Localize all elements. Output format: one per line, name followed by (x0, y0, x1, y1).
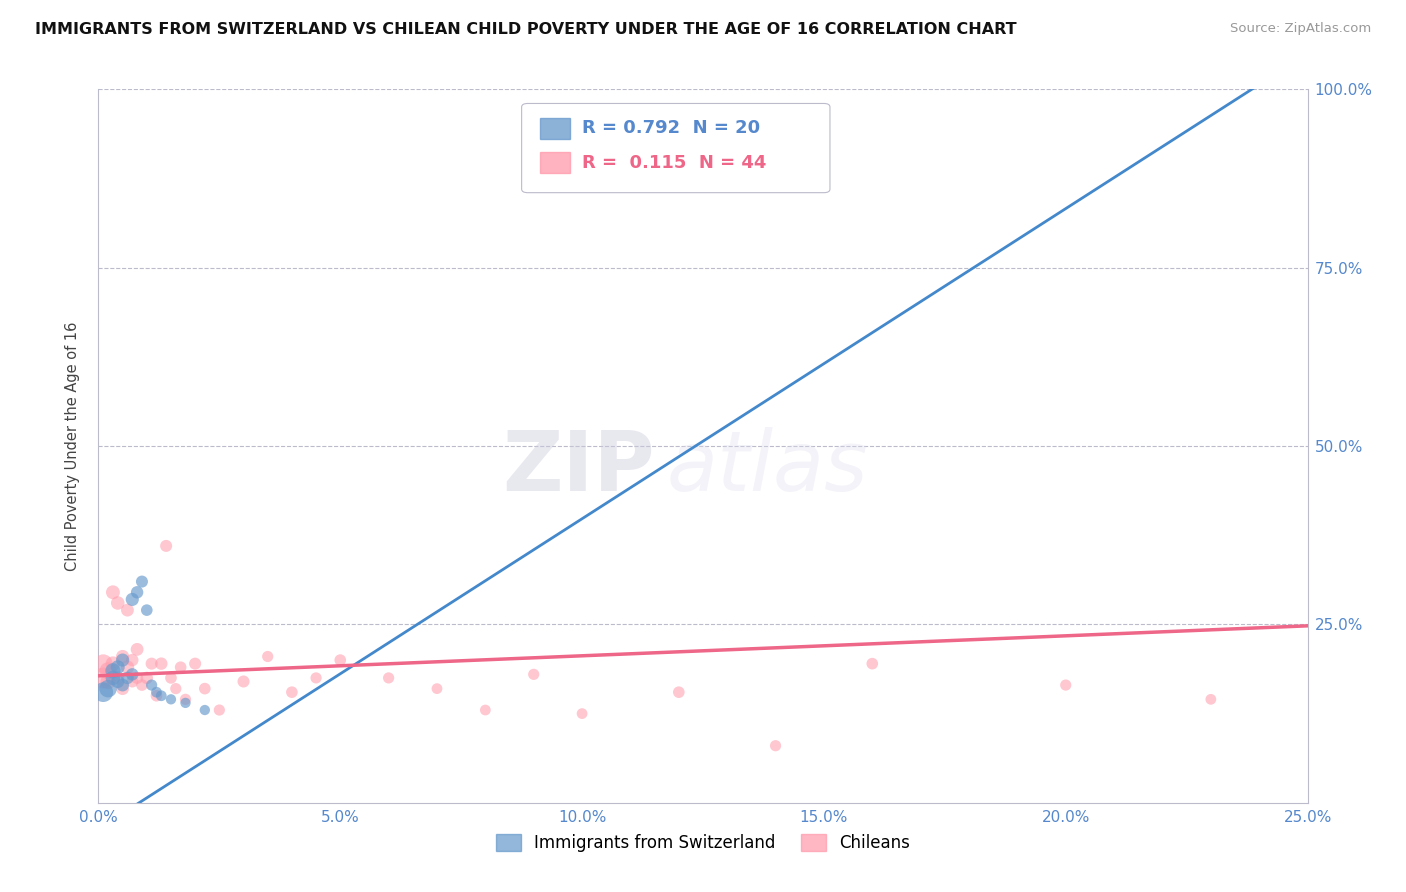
Text: IMMIGRANTS FROM SWITZERLAND VS CHILEAN CHILD POVERTY UNDER THE AGE OF 16 CORRELA: IMMIGRANTS FROM SWITZERLAND VS CHILEAN C… (35, 22, 1017, 37)
Point (117, 603, 139, 617)
Point (668, 685, 690, 699)
Point (169, 660, 191, 674)
Point (121, 653, 143, 667)
FancyBboxPatch shape (522, 103, 830, 193)
Point (141, 678, 163, 692)
Point (174, 692, 197, 706)
Point (121, 674, 143, 689)
Point (101, 671, 124, 685)
Bar (540, 118, 569, 139)
Point (91, 685, 114, 699)
Point (117, 671, 139, 685)
Point (377, 671, 399, 685)
Text: ZIP: ZIP (502, 427, 655, 508)
Point (165, 681, 187, 696)
Bar (540, 152, 569, 173)
Y-axis label: Child Poverty Under the Age of 16: Child Poverty Under the Age of 16 (65, 321, 80, 571)
Point (150, 689, 173, 703)
Text: Source: ZipAtlas.com: Source: ZipAtlas.com (1230, 22, 1371, 36)
Point (474, 703, 496, 717)
Point (121, 667, 143, 681)
Point (91, 671, 114, 685)
Text: R =  0.115  N = 44: R = 0.115 N = 44 (582, 153, 766, 171)
Point (107, 660, 129, 674)
Point (135, 671, 157, 685)
Text: R = 0.792  N = 20: R = 0.792 N = 20 (582, 120, 761, 137)
Point (305, 671, 328, 685)
Point (121, 592, 143, 607)
Point (194, 681, 217, 696)
Point (141, 657, 163, 671)
Point (208, 703, 231, 717)
Point (127, 671, 149, 685)
Point (101, 585, 124, 599)
Point (194, 703, 217, 717)
Point (107, 596, 129, 610)
Point (111, 653, 134, 667)
Point (145, 689, 167, 703)
Point (111, 681, 134, 696)
Point (860, 657, 883, 671)
Point (523, 667, 546, 681)
Point (160, 671, 183, 685)
Point (101, 657, 124, 671)
Point (111, 678, 134, 692)
Point (107, 671, 129, 685)
Point (765, 739, 787, 753)
Point (107, 674, 129, 689)
Point (571, 706, 593, 721)
Point (426, 681, 449, 696)
Point (111, 649, 134, 664)
Point (131, 678, 153, 692)
Point (131, 574, 153, 589)
Point (329, 653, 352, 667)
Point (281, 685, 304, 699)
Point (97, 674, 120, 689)
Point (127, 585, 149, 599)
Legend: Immigrants from Switzerland, Chileans: Immigrants from Switzerland, Chileans (489, 827, 917, 859)
Point (1054, 678, 1077, 692)
Point (127, 642, 149, 657)
Point (256, 649, 278, 664)
Point (97, 664, 120, 678)
Point (135, 603, 157, 617)
Point (145, 685, 167, 699)
Point (91, 657, 114, 671)
Point (184, 657, 207, 671)
Point (101, 664, 124, 678)
Point (1199, 692, 1222, 706)
Point (117, 660, 139, 674)
Text: atlas: atlas (666, 427, 869, 508)
Point (150, 657, 173, 671)
Point (155, 539, 177, 553)
Point (97, 681, 120, 696)
Point (174, 696, 197, 710)
Point (160, 692, 183, 706)
Point (232, 674, 254, 689)
